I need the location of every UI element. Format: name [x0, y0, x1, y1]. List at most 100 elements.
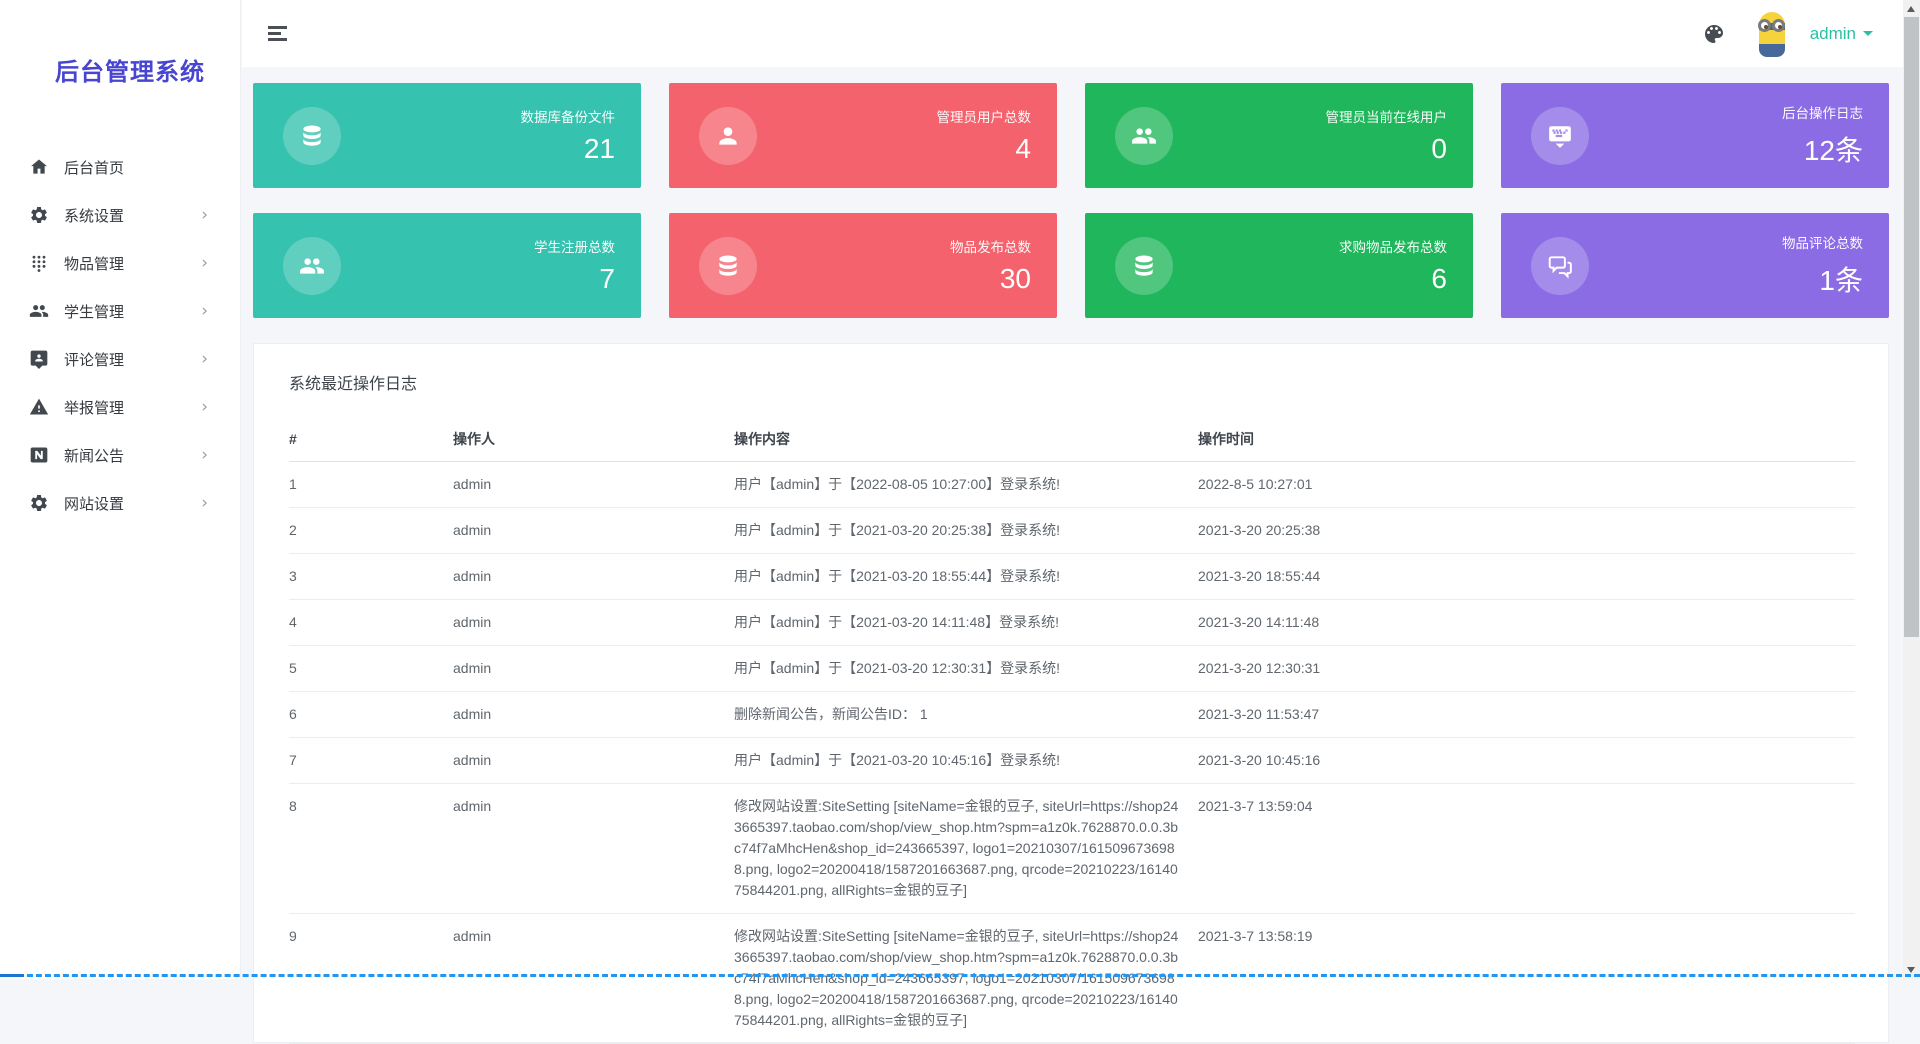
table-cell: 用户【admin】于【2021-03-20 20:25:38】登录系统! [734, 507, 1198, 554]
sidebar-item-comment-4[interactable]: 评论管理 › [0, 335, 240, 383]
stat-card-4: 学生注册总数 7 [253, 213, 641, 318]
stat-card-3: 后台操作日志 12条 [1501, 83, 1889, 188]
chevron-right-icon: › [201, 444, 208, 465]
stat-card-value: 0 [1431, 133, 1447, 164]
table-cell: 删除新闻公告，新闻公告ID： 1 [734, 691, 1198, 738]
grid-icon [29, 253, 49, 273]
group-icon [29, 301, 49, 321]
stat-card-label: 物品发布总数 [950, 240, 1031, 255]
chevron-right-icon: › [201, 204, 208, 225]
stat-card-value: 30 [999, 263, 1031, 294]
table-cell: 2022-8-5 10:27:01 [1198, 461, 1855, 508]
table-cell: 用户【admin】于【2022-08-05 10:27:00】登录系统! [734, 461, 1198, 508]
log-table: # 操作人 操作内容 操作时间 1 admin 用户【admin】于【2022-08-05… [289, 416, 1855, 1044]
stat-texts: 数据库备份文件 21 [521, 106, 616, 165]
stat-texts: 后台操作日志 12条 [1782, 102, 1863, 169]
username-label: admin [1809, 23, 1856, 43]
table-row: 5 admin 用户【admin】于【2021-03-20 12:30:31】登录系… [289, 645, 1855, 692]
table-cell: admin [453, 645, 734, 692]
table-row: 7 admin 用户【admin】于【2021-03-20 10:45:16】登录系… [289, 737, 1855, 784]
table-cell: 2021-3-20 20:25:38 [1198, 507, 1855, 554]
stat-card-label: 管理员用户总数 [936, 110, 1032, 125]
database-icon [283, 106, 341, 165]
chat-icon [1531, 236, 1589, 295]
table-row: 8 admin 修改网站设置:SiteSetting [siteName=金银的豆子… [289, 783, 1855, 914]
table-cell: 2021-3-20 14:11:48 [1198, 599, 1855, 646]
table-cell: admin [453, 783, 734, 914]
avatar-shape [1771, 18, 1785, 32]
table-row: 6 admin 删除新闻公告，新闻公告ID： 1 2021-3-20 11:53:47 [289, 691, 1855, 738]
user-avatar[interactable] [1752, 11, 1792, 57]
palette-icon[interactable] [1702, 22, 1726, 46]
sidebar-item-label: 评论管理 [64, 351, 125, 369]
sidebar-item-gear-1[interactable]: 系统设置 › [0, 191, 240, 239]
sidebar-toggle-icon[interactable] [268, 23, 287, 44]
table-cell: 4 [289, 599, 453, 646]
sidebar-item-grid-2[interactable]: 物品管理 › [0, 239, 240, 287]
stat-card-7: 物品评论总数 1条 [1501, 213, 1889, 318]
table-cell: 2021-3-20 12:30:31 [1198, 645, 1855, 692]
stat-card-label: 求购物品发布总数 [1339, 240, 1447, 255]
sidebar-item-home-0[interactable]: 后台首页 [0, 143, 240, 191]
scrollbar-thumb[interactable] [1904, 17, 1919, 637]
database-icon [699, 236, 757, 295]
app-logo: 后台管理系统 [55, 59, 205, 86]
table-cell: 1 [289, 461, 453, 508]
table-cell: 2 [289, 507, 453, 554]
person-icon [699, 106, 757, 165]
news-icon [29, 445, 49, 465]
stat-card-value: 4 [1015, 133, 1031, 164]
table-cell: 用户【admin】于【2021-03-20 12:30:31】登录系统! [734, 645, 1198, 692]
sidebar-item-label: 系统设置 [64, 207, 125, 225]
stat-card-6: 求购物品发布总数 6 [1085, 213, 1473, 318]
sidebar-item-news-6[interactable]: 新闻公告 › [0, 431, 240, 479]
stat-card-label: 数据库备份文件 [520, 110, 616, 125]
table-cell: 用户【admin】于【2021-03-20 10:45:16】登录系统! [734, 737, 1198, 784]
avatar-shape [1757, 18, 1771, 32]
table-cell: 2021-3-20 11:53:47 [1198, 691, 1855, 738]
warning-icon [29, 397, 49, 417]
sidebar-item-gear-7[interactable]: 网站设置 › [0, 479, 240, 527]
table-cell: 2021-3-20 18:55:44 [1198, 553, 1855, 600]
table-cell: admin [453, 507, 734, 554]
avatar-shape [1758, 43, 1785, 57]
gear-icon [29, 205, 49, 225]
table-row: 1 admin 用户【admin】于【2022-08-05 10:27:00】登录系… [289, 461, 1855, 508]
vertical-scrollbar[interactable] [1903, 0, 1920, 979]
table-cell: admin [453, 599, 734, 646]
sidebar-item-label: 学生管理 [64, 303, 125, 321]
sidebar-item-label: 网站设置 [64, 495, 125, 513]
table-cell: 2021-3-7 13:59:04 [1198, 783, 1855, 914]
hamburger-bar [268, 32, 281, 35]
sidebar: 后台管理系统 后台首页 系统设置 › 物品管理 › 学生管理 › 评论管理 › 举报管理 › 新闻公告… [0, 0, 241, 979]
user-dropdown[interactable]: admin [1810, 24, 1873, 44]
top-header: admin [242, 0, 1903, 67]
table-cell: 7 [289, 737, 453, 784]
table-header-row: # 操作人 操作内容 操作时间 [289, 416, 1855, 462]
table-cell: admin [453, 461, 734, 508]
stat-texts: 物品评论总数 1条 [1782, 232, 1863, 299]
sidebar-item-group-3[interactable]: 学生管理 › [0, 287, 240, 335]
scroll-up-icon[interactable] [1907, 6, 1915, 12]
scroll-down-icon[interactable] [1907, 967, 1915, 973]
stat-card-value: 6 [1431, 263, 1447, 294]
sidebar-item-label: 举报管理 [64, 399, 125, 417]
selection-dashed-line [0, 974, 1920, 977]
group-icon [283, 236, 341, 295]
table-row: 3 admin 用户【admin】于【2021-03-20 18:55:44】登录系… [289, 553, 1855, 600]
table-cell: 5 [289, 645, 453, 692]
table-cell: 6 [289, 691, 453, 738]
comment-icon [29, 349, 49, 369]
column-header: 操作内容 [734, 416, 1198, 462]
stat-texts: 学生注册总数 7 [534, 236, 615, 295]
table-cell: 修改网站设置:SiteSetting [siteName=金银的豆子, site… [734, 783, 1198, 914]
column-header: 操作时间 [1198, 416, 1855, 462]
sidebar-item-warning-5[interactable]: 举报管理 › [0, 383, 240, 431]
gear-icon [29, 493, 49, 513]
home-icon [29, 157, 49, 177]
sidebar-item-label: 物品管理 [64, 255, 125, 273]
stat-card-label: 后台操作日志 [1782, 106, 1863, 121]
column-header: 操作人 [453, 416, 734, 462]
log-panel: 系统最近操作日志 # 操作人 操作内容 操作时间 1 admin 用户【admin】于【2… [253, 343, 1889, 1044]
hamburger-bar [268, 26, 287, 29]
